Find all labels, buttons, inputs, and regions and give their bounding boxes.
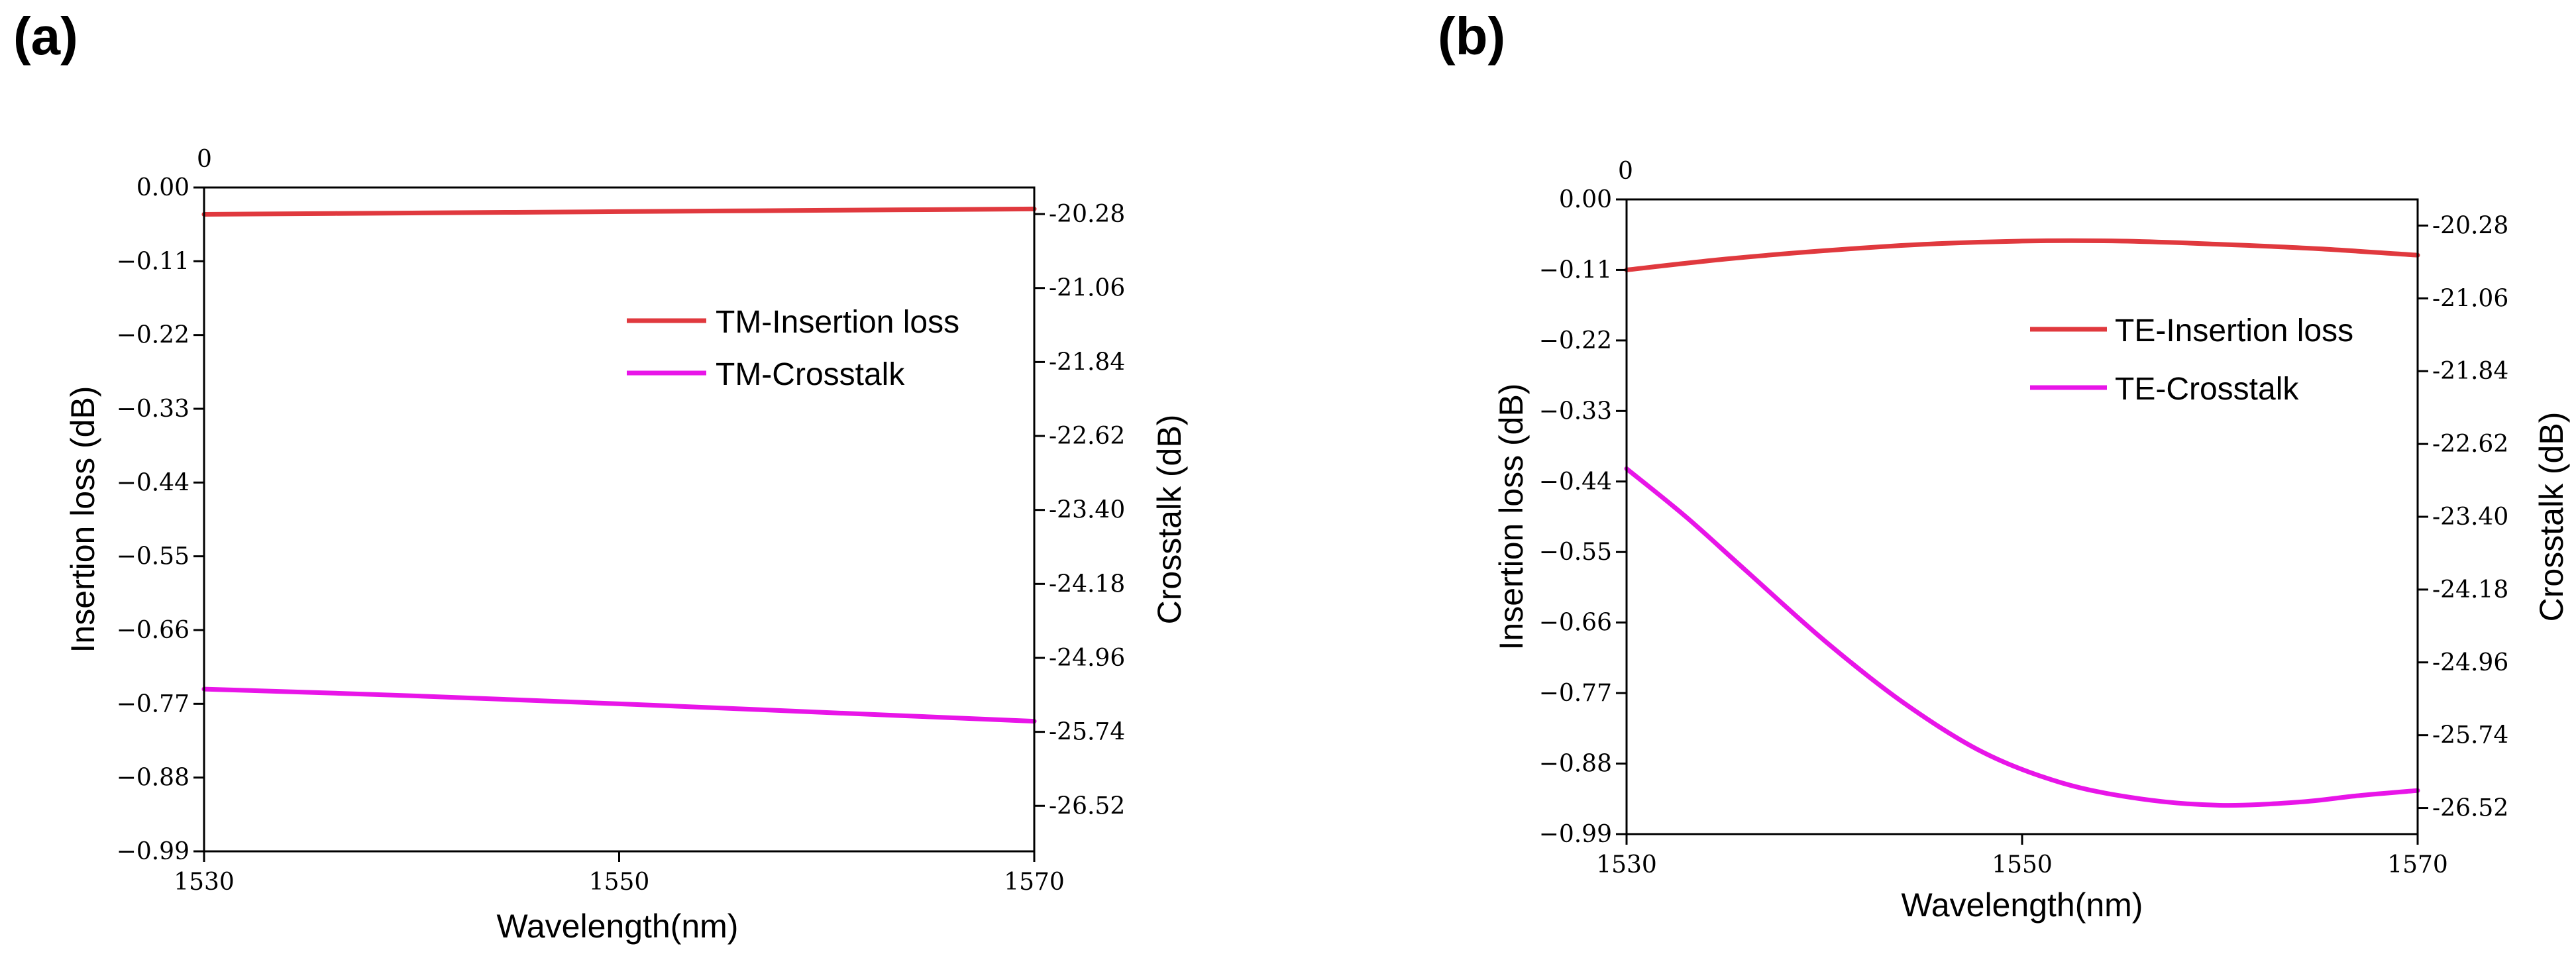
panel-a-y2-tick-label: -25.74 <box>1049 719 1125 746</box>
panel-b-x-axis-title: Wavelength(nm) <box>1902 886 2143 924</box>
panel-b-y2-tick-label: -20.28 <box>2432 212 2508 239</box>
panel-a-y-tick-label: −0.11 <box>117 248 189 275</box>
panel-b-x-tick-label: 1550 <box>1992 851 2053 878</box>
panel-a-legend: TM-Insertion loss TM-Crosstalk <box>627 305 959 392</box>
panel-b-y-tick-label: 0.00 <box>1559 186 1612 213</box>
panel-a-series-crosstalk-line <box>201 686 1037 724</box>
panel-a: (a) 0 0.00 −0.11 −0.22 −0.33 −0.44 −0.55 −0.66… <box>13 7 1188 945</box>
panel-b-y2-tick-label: -25.74 <box>2432 722 2508 749</box>
panel-a-y-tick-label: −0.88 <box>117 765 189 792</box>
panel-a-y2-tick-label: -22.62 <box>1049 423 1125 450</box>
panel-a-series-insertion-loss-line <box>201 206 1037 217</box>
panel-b-y-tick-label: −0.77 <box>1539 680 1612 707</box>
panel-a-y-tick-label: −0.99 <box>117 838 189 865</box>
panel-b-x-tick-label: 1530 <box>1596 851 1657 878</box>
panel-a-y2-tick-label: -26.52 <box>1049 792 1125 820</box>
panel-b-y2-axis-title: Crosstalk (dB) <box>2533 412 2570 622</box>
panel-a-x-tick-label: 1570 <box>1004 869 1065 896</box>
panel-b-y-tick-label: −0.22 <box>1539 327 1612 354</box>
panel-b-legend-label-crosstalk: TE-Crosstalk <box>2115 372 2299 407</box>
panel-a-y-tick-label: 0.00 <box>136 174 189 201</box>
panel-a-y-tick-label: −0.77 <box>117 690 189 718</box>
panel-a-plot-frame <box>203 186 1036 853</box>
panel-b-y2-tick-label: -24.18 <box>2432 576 2508 604</box>
panel-a-y-axis-title: Insertion loss (dB) <box>64 386 101 653</box>
panel-b-y-tick-label: −0.88 <box>1539 751 1612 778</box>
panel-b-y2-tick-label: -22.62 <box>2432 431 2508 458</box>
panel-a-y-top-extra: 0 <box>197 146 212 173</box>
panel-a-y-tick-label: −0.44 <box>117 469 189 496</box>
panel-a-y-tick-label: −0.66 <box>117 617 189 644</box>
panel-a-y-tick-label: −0.55 <box>117 543 189 570</box>
panel-b-y-tick-label: −0.99 <box>1539 821 1612 848</box>
panel-b-series-crosstalk-line <box>1624 466 2420 808</box>
panel-b-y2-tick-label: -21.84 <box>2432 358 2508 385</box>
panel-a-legend-label-crosstalk: TM-Crosstalk <box>716 357 905 392</box>
panel-b-y-top-extra: 0 <box>1618 158 1633 185</box>
panel-a-y2-tick-label: -24.18 <box>1049 570 1125 598</box>
panel-b-series-insertion-loss-line <box>1624 238 2420 272</box>
panel-a-label: (a) <box>13 7 78 66</box>
panel-a-legend-label-insertion: TM-Insertion loss <box>716 305 959 340</box>
panel-b: (b) 0 0.00 −0.11 −0.22 −0.33 −0.44 −0.55 −0.66… <box>1438 7 2570 924</box>
panel-a-x-tick-label: 1530 <box>174 869 235 896</box>
panel-a-y2-tick-label: -21.84 <box>1049 348 1125 376</box>
panel-b-y2-tick-label: -23.40 <box>2432 504 2508 531</box>
panel-a-y-tick-label: −0.22 <box>117 322 189 349</box>
panel-a-y2-axis-title: Crosstalk (dB) <box>1151 415 1188 625</box>
panel-b-legend-label-insertion: TE-Insertion loss <box>2115 313 2353 348</box>
panel-b-y2-tick-label: -24.96 <box>2432 649 2508 676</box>
panel-a-x-axis-title: Wavelength(nm) <box>497 908 739 945</box>
panel-b-x-tick-label: 1570 <box>2387 851 2448 878</box>
panel-b-label: (b) <box>1438 7 1505 66</box>
panel-a-y2-tick-label: -23.40 <box>1049 497 1125 524</box>
panel-b-plot-frame <box>1625 198 2419 835</box>
panel-b-y2-tick-label: -21.06 <box>2432 285 2508 312</box>
panel-b-y-axis-title: Insertion loss (dB) <box>1493 384 1530 651</box>
panel-a-y2-tick-label: -24.96 <box>1049 645 1125 672</box>
panel-b-y-tick-label: −0.55 <box>1539 539 1612 566</box>
panel-a-x-tick-label: 1550 <box>589 869 650 896</box>
panel-b-y-tick-label: −0.66 <box>1539 610 1612 637</box>
panel-a-y2-tick-label: -21.06 <box>1049 275 1125 302</box>
panel-b-y-tick-label: −0.11 <box>1539 256 1612 284</box>
panel-b-y-tick-label: −0.33 <box>1539 398 1612 425</box>
panel-a-y2-tick-label: -20.28 <box>1049 201 1125 228</box>
panel-b-y-tick-label: −0.44 <box>1539 468 1612 496</box>
panel-b-y2-tick-label: -26.52 <box>2432 795 2508 822</box>
panel-b-legend: TE-Insertion loss TE-Crosstalk <box>2030 313 2353 407</box>
panel-a-y-tick-label: −0.33 <box>117 396 189 423</box>
